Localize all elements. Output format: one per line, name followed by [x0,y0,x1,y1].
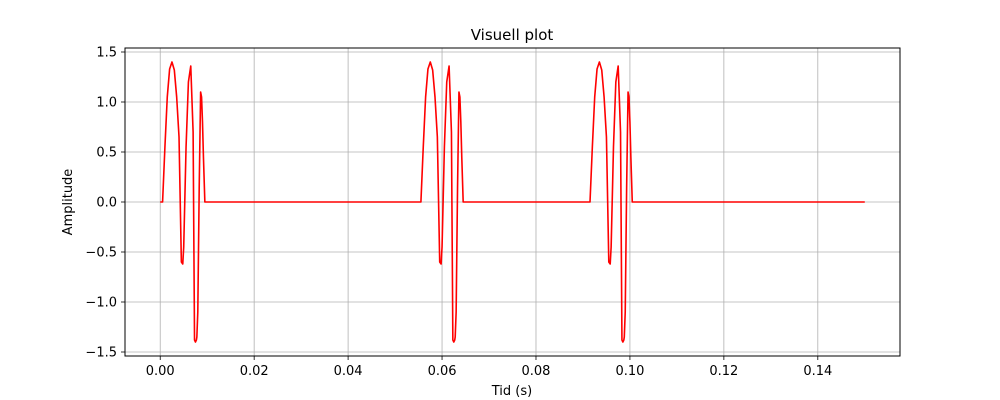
y-tick-label: −1.5 [85,346,117,361]
plot-frame [124,47,901,357]
y-tick-label: 1.0 [96,96,117,111]
y-axis-label: Amplitude [61,169,76,236]
x-tick-label: 0.06 [428,364,457,379]
x-axis-ticks: 0.00 0.02 0.04 0.06 0.08 0.10 0.12 0.14 [146,356,832,379]
x-tick-label: 0.12 [709,364,738,379]
y-tick-label: −0.5 [85,246,117,261]
x-tick-label: 0.00 [146,364,175,379]
y-tick-label: −1.0 [85,296,117,311]
x-axis-label: Tid (s) [491,384,532,399]
y-tick-label: 0.5 [96,146,117,161]
y-tick-label: 1.5 [96,46,117,61]
chart-title: Visuell plot [471,26,554,44]
x-tick-label: 0.08 [522,364,551,379]
signal-series-line [160,61,865,343]
x-tick-label: 0.04 [334,364,363,379]
y-tick-label: 0.0 [96,196,117,211]
x-tick-label: 0.14 [803,364,832,379]
x-tick-label: 0.02 [240,364,269,379]
x-tick-label: 0.10 [615,364,644,379]
y-axis-ticks: −1.5 −1.0 −0.5 0.0 0.5 1.0 1.5 [85,46,125,361]
